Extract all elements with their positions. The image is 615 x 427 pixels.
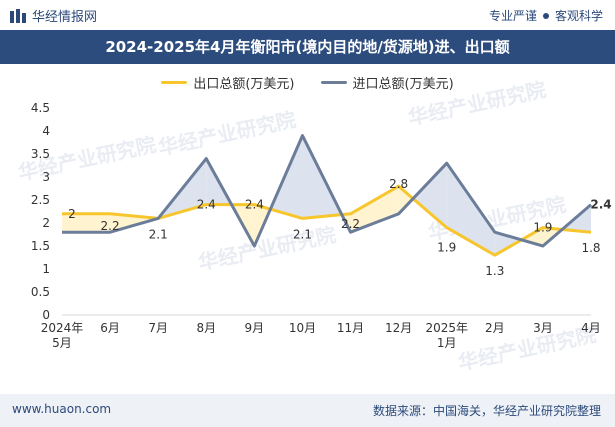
legend-import-label: 进口总额(万美元): [352, 76, 454, 92]
y-tick-label: 3: [42, 170, 50, 184]
x-tick-label: 11月: [337, 321, 364, 335]
area-fill-segment: [446, 163, 495, 256]
brand[interactable]: 华经情报网: [10, 6, 97, 25]
export-data-label: 2.2: [341, 217, 360, 231]
export-data-label: 1.3: [485, 264, 504, 278]
y-tick-label: 2: [42, 216, 50, 230]
slogan: 专业严谨 客观科学: [489, 7, 603, 24]
top-bar: 华经情报网 专业严谨 客观科学: [0, 0, 615, 30]
x-tick-label: 6月: [100, 321, 120, 335]
watermark-text: 华经产业研究院: [156, 107, 298, 160]
y-tick-label: 0.5: [31, 285, 50, 299]
legend-item-import[interactable]: 进口总额(万美元): [320, 73, 454, 92]
watermark-text: 华经产业研究院: [196, 222, 338, 275]
y-tick-label: 4.5: [31, 101, 50, 115]
x-tick-label: 4月: [581, 321, 601, 335]
area-fill-segment: [413, 163, 447, 228]
x-tick-label-line: 2024年: [41, 321, 84, 335]
x-tick-label-line: 6月: [100, 321, 120, 335]
x-tick-label-line: 1月: [437, 336, 457, 350]
slogan-part-1: 专业严谨: [488, 9, 537, 23]
area-fill-segment: [350, 186, 399, 233]
watermark-text: 华经产业研究院: [456, 322, 598, 375]
y-tick-label: 2.5: [31, 193, 50, 207]
area-fill-segment: [398, 186, 414, 214]
area-fill-segment: [494, 232, 522, 256]
x-tick-label: 2月: [485, 321, 505, 335]
x-tick-label-line: 10月: [289, 321, 316, 335]
area-fill-segment: [62, 213, 111, 233]
footer-source: 数据来源：中国海关，华经产业研究院整理: [372, 404, 601, 418]
export-data-label: 1.9: [437, 241, 456, 255]
dot-separator-icon: [542, 12, 549, 19]
brand-name: 华经情报网: [32, 10, 98, 25]
export-data-label: 1.9: [533, 221, 552, 235]
x-tick-label-line: 11月: [337, 321, 364, 335]
x-tick-label: 3月: [533, 321, 553, 335]
export-data-label: 2.4: [245, 198, 264, 212]
import-end-data-label: 2.4: [590, 198, 611, 212]
logo-icon: [10, 8, 26, 23]
y-axis: 0 0.5 1 1.5 2 2.5 3 3.5 4 4.5: [31, 101, 591, 322]
legend-export-line-icon: [161, 80, 188, 84]
x-tick-label-line: 4月: [581, 321, 601, 335]
y-tick-label: 1: [42, 262, 50, 276]
watermark-text: 华经产业研究院: [406, 77, 548, 130]
legend-import-line-icon: [320, 80, 347, 84]
export-series-line: [62, 184, 592, 257]
legend-item-export[interactable]: 出口总额(万美元): [161, 73, 295, 92]
x-tick-label-line: 8月: [196, 321, 216, 335]
x-tick-label: 10月: [289, 321, 316, 335]
x-tick-label: 7月: [148, 321, 168, 335]
y-tick-label: 0: [42, 308, 50, 322]
slogan-part-2: 客观科学: [554, 9, 603, 23]
footer-website-link[interactable]: www.huaon.com: [12, 402, 112, 416]
chart-plot: 华经产业研究院华经产业研究院华经产业研究院华经产业研究院华经产业研究院华经产业研…: [16, 77, 612, 375]
import-series-line: [62, 134, 592, 248]
x-tick-label: 8月: [196, 321, 216, 335]
export-data-label: 2.1: [293, 227, 312, 241]
x-tick-label-line: 5月: [52, 336, 72, 350]
x-tick-label-line: 2月: [485, 321, 505, 335]
y-tick-label: 4: [42, 124, 50, 138]
export-data-label: 2: [68, 207, 76, 221]
x-tick-label-line: 12月: [385, 321, 412, 335]
x-tick-label-line: 3月: [533, 321, 553, 335]
x-tick-label: 2025年 1月: [425, 321, 468, 350]
x-tick-label-line: 7月: [148, 321, 168, 335]
export-data-label: 2.2: [101, 219, 120, 233]
x-tick-label: 9月: [245, 321, 265, 335]
x-tick-label-line: 9月: [245, 321, 265, 335]
x-tick-label: 2024年 5月: [41, 321, 84, 350]
x-tick-label-line: 2025年: [425, 321, 468, 335]
footer: www.huaon.com 数据来源：中国海关，华经产业研究院整理: [0, 394, 615, 427]
export-data-label: 2.8: [389, 177, 408, 191]
export-data-label: 1.8: [581, 241, 600, 255]
y-tick-label: 3.5: [31, 147, 50, 161]
chart-legend: 出口总额(万美元) 进口总额(万美元): [0, 70, 615, 94]
legend-export-label: 出口总额(万美元): [193, 76, 295, 92]
series-lines: [62, 134, 592, 257]
export-data-label: 2.1: [149, 227, 168, 241]
export-data-label: 2.4: [197, 198, 216, 212]
y-tick-label: 1.5: [31, 239, 50, 253]
data-labels: 2 2.2 2.1 2.4 2.4 2.1 2.2 2.8 1.9 1.3 1.9 1.8 2.4: [68, 177, 611, 278]
x-axis: 2024年 5月 6月 7月 8月 9月 10月 11月 12月 2025年 1月 2月 3月 4月: [41, 321, 601, 350]
chart-title: 2024-2025年4月年衡阳市(境内目的地/货源地)进、出口额: [0, 30, 615, 64]
x-tick-label: 12月: [385, 321, 412, 335]
